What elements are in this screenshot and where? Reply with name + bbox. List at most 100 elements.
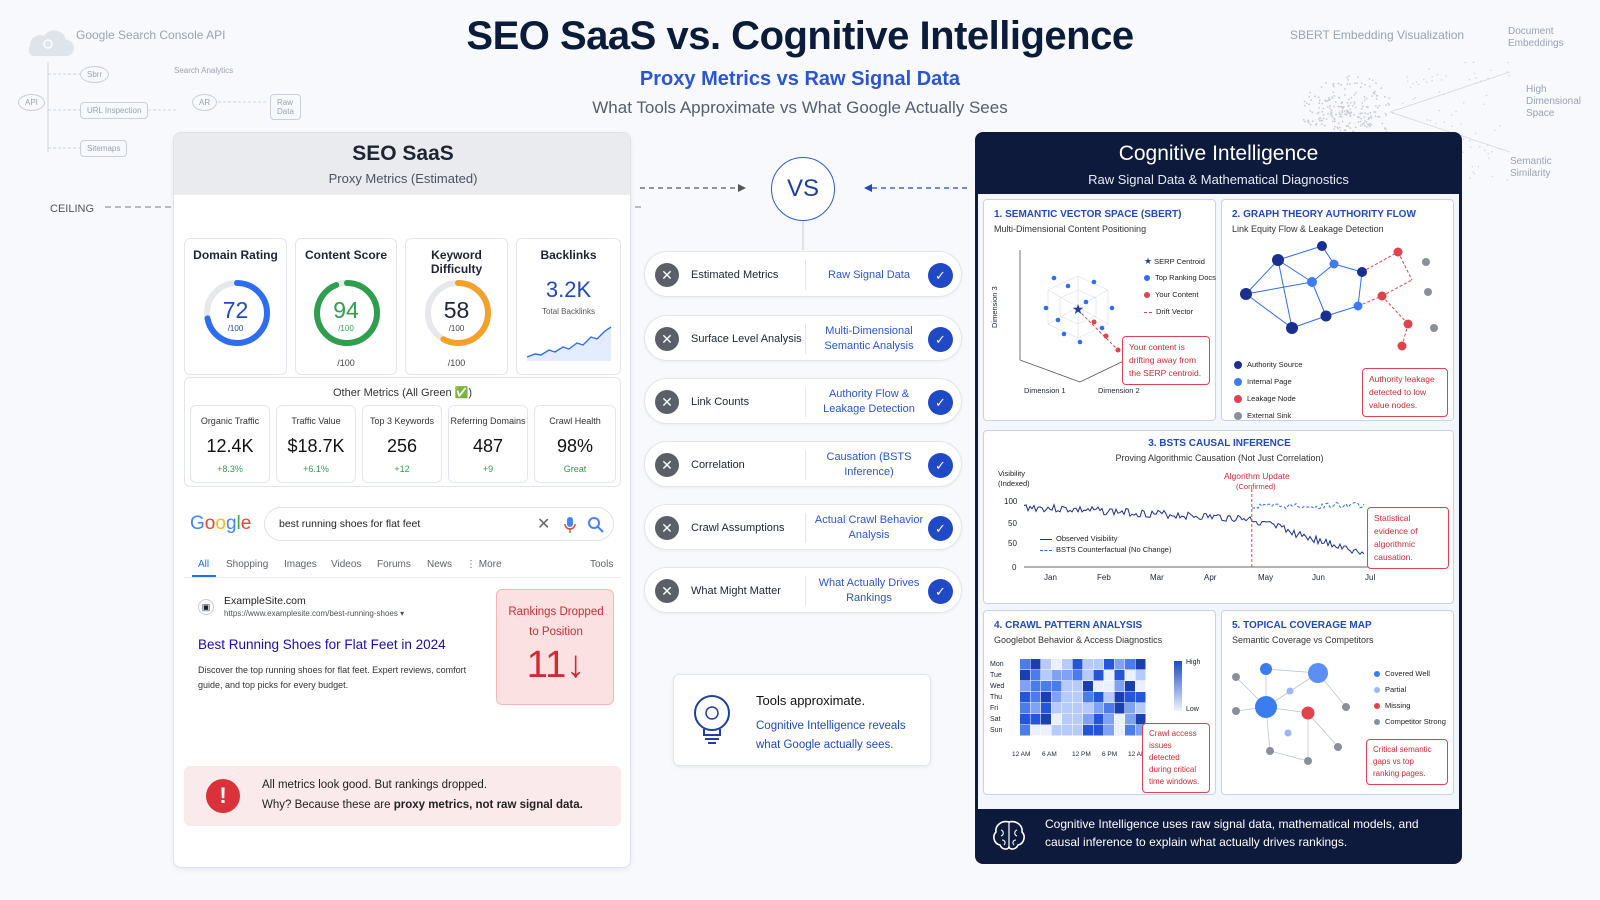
bg-dot <box>1483 103 1485 105</box>
bg-node-raw-data: Raw Data <box>270 94 301 120</box>
heatmap-cell <box>1051 703 1062 714</box>
bg-node-sbrr: Sbrr <box>80 66 110 83</box>
search-icon[interactable] <box>587 516 605 534</box>
bg-dot <box>1401 102 1404 105</box>
gauge-label: Domain Rating <box>193 248 278 262</box>
search-input[interactable]: best running shoes for flat feet ✕ <box>264 507 614 541</box>
bg-dot <box>1314 95 1316 98</box>
bg-dot <box>1412 82 1414 85</box>
tab-news[interactable]: News <box>427 559 453 570</box>
card-subtitle: Googlebot Behavior & Access Diagnostics <box>994 635 1163 645</box>
coverage-map <box>1232 663 1350 765</box>
tab-forums[interactable]: Forums <box>377 559 411 570</box>
legend-label: Observed Visibility <box>1056 534 1118 543</box>
page-tagline: What Tools Approximate vs What Google Ac… <box>592 98 1008 117</box>
heatmap-cell <box>1072 659 1083 670</box>
bg-dot <box>1360 82 1363 85</box>
heatmap-cell <box>1072 692 1083 703</box>
heatmap-cell <box>1093 659 1104 670</box>
legend-top-docs: Top Ranking Docs <box>1144 273 1216 282</box>
search-query: best running shoes for flat feet <box>279 518 421 530</box>
tab-tools[interactable]: Tools <box>590 559 614 570</box>
gauge-unit: /100 <box>448 324 465 333</box>
heatmap-cell <box>1093 681 1104 692</box>
card-title: 1. SEMANTIC VECTOR SPACE (SBERT) <box>994 209 1182 220</box>
heatmap-cell <box>1020 681 1030 692</box>
cloud-icon <box>28 30 268 152</box>
result-title-link[interactable]: Best Running Shoes for Flat Feet in 2024 <box>198 637 446 652</box>
row-divider <box>805 260 806 290</box>
y-axis-label: Visibility (Indexed) <box>998 469 1030 488</box>
bg-dot <box>1338 126 1341 129</box>
bg-dot <box>1462 102 1465 104</box>
bg-dot <box>1375 98 1378 100</box>
page-subtitle: Proxy Metrics vs Raw Signal Data <box>639 68 961 90</box>
gauge-below: /100 <box>447 358 466 368</box>
check-icon: ✓ <box>928 263 953 288</box>
heatmap-cell <box>1104 681 1114 692</box>
bg-dot <box>1327 106 1329 108</box>
bg-dot <box>1374 105 1377 107</box>
comparison-row: ✕ Correlation Causation (BSTS Inference)… <box>644 441 962 487</box>
metric-value: 256 <box>386 436 418 456</box>
bg-dot <box>1311 111 1314 114</box>
bg-dot <box>1356 82 1358 85</box>
legend-label: Partial <box>1385 685 1407 694</box>
bg-dot <box>1363 95 1366 98</box>
heatmap-cell <box>1051 725 1062 736</box>
legend-competitor-strong: Competitor Strong <box>1374 717 1446 726</box>
bg-dot <box>1349 108 1352 111</box>
axis-dimension3: Dimension 3 <box>990 286 999 328</box>
comparison-right: Multi-Dimensional Semantic Analysis <box>824 325 914 352</box>
heatmap-cell <box>1114 681 1125 692</box>
clear-icon[interactable]: ✕ <box>537 516 551 533</box>
heatmap-cell <box>1083 692 1093 703</box>
legend-label: Your Content <box>1155 290 1199 299</box>
authority-graph <box>1240 241 1438 351</box>
tab-all[interactable]: All <box>198 559 210 570</box>
warning-alert: ! All metrics look good. But rankings dr… <box>184 766 621 826</box>
heatmap-cell <box>1135 659 1146 670</box>
month-jul: Jul <box>1365 573 1376 582</box>
tab-shopping[interactable]: Shopping <box>226 559 269 570</box>
legend-partial: Partial <box>1374 685 1406 694</box>
rank-drop-card: Rankings Dropped to Position 11↓ <box>496 589 614 705</box>
bsts-chart <box>1024 489 1384 568</box>
gauge-value: 58 <box>443 297 470 323</box>
bg-dot <box>1440 79 1443 81</box>
bg-dot <box>1508 74 1510 77</box>
heatmap-cell <box>1020 692 1030 703</box>
bg-dot <box>1363 99 1366 102</box>
bg-doc-embeddings: Document Embeddings <box>1508 26 1564 49</box>
bg-dot <box>1328 97 1330 99</box>
comparison-right: Causation (BSTS Inference) <box>826 451 912 478</box>
heatmap-cell <box>1062 670 1072 681</box>
mic-icon[interactable] <box>563 516 577 534</box>
bg-dot <box>1474 132 1477 135</box>
site-favicon-icon: ▣ <box>198 599 214 615</box>
bg-dot <box>1339 115 1341 118</box>
gauge-label: Content Score <box>304 248 387 262</box>
heatmap-cell <box>1051 670 1062 681</box>
tab-videos[interactable]: Videos <box>331 559 362 570</box>
vs-arrows <box>640 184 968 250</box>
heatmap-cell <box>1030 714 1041 725</box>
legend-label: External Sink <box>1247 411 1292 420</box>
tab-images[interactable]: Images <box>284 559 317 570</box>
gauge-card-domain-rating: Domain Rating 72 /100 <box>184 238 287 375</box>
bg-dot <box>1327 99 1330 102</box>
bg-dot <box>1445 74 1447 77</box>
bg-node-sitemaps: Sitemaps <box>80 140 128 157</box>
legend-observed: Observed Visibility <box>1040 534 1118 543</box>
bg-dot <box>1376 106 1379 109</box>
bg-dot <box>1342 105 1345 108</box>
legend-label: Drift Vector <box>1156 307 1194 316</box>
bg-dot <box>1353 113 1355 116</box>
heatmap-cell <box>1125 681 1135 692</box>
tab-more[interactable]: ⋮ More <box>466 559 502 570</box>
causation-callout: Statistical evidence of algorithmic caus… <box>1367 507 1449 569</box>
bg-dot <box>1388 104 1391 106</box>
bg-node-ar: AR <box>192 94 218 111</box>
lightbulb-icon <box>694 695 730 744</box>
bg-dot <box>1359 112 1362 115</box>
